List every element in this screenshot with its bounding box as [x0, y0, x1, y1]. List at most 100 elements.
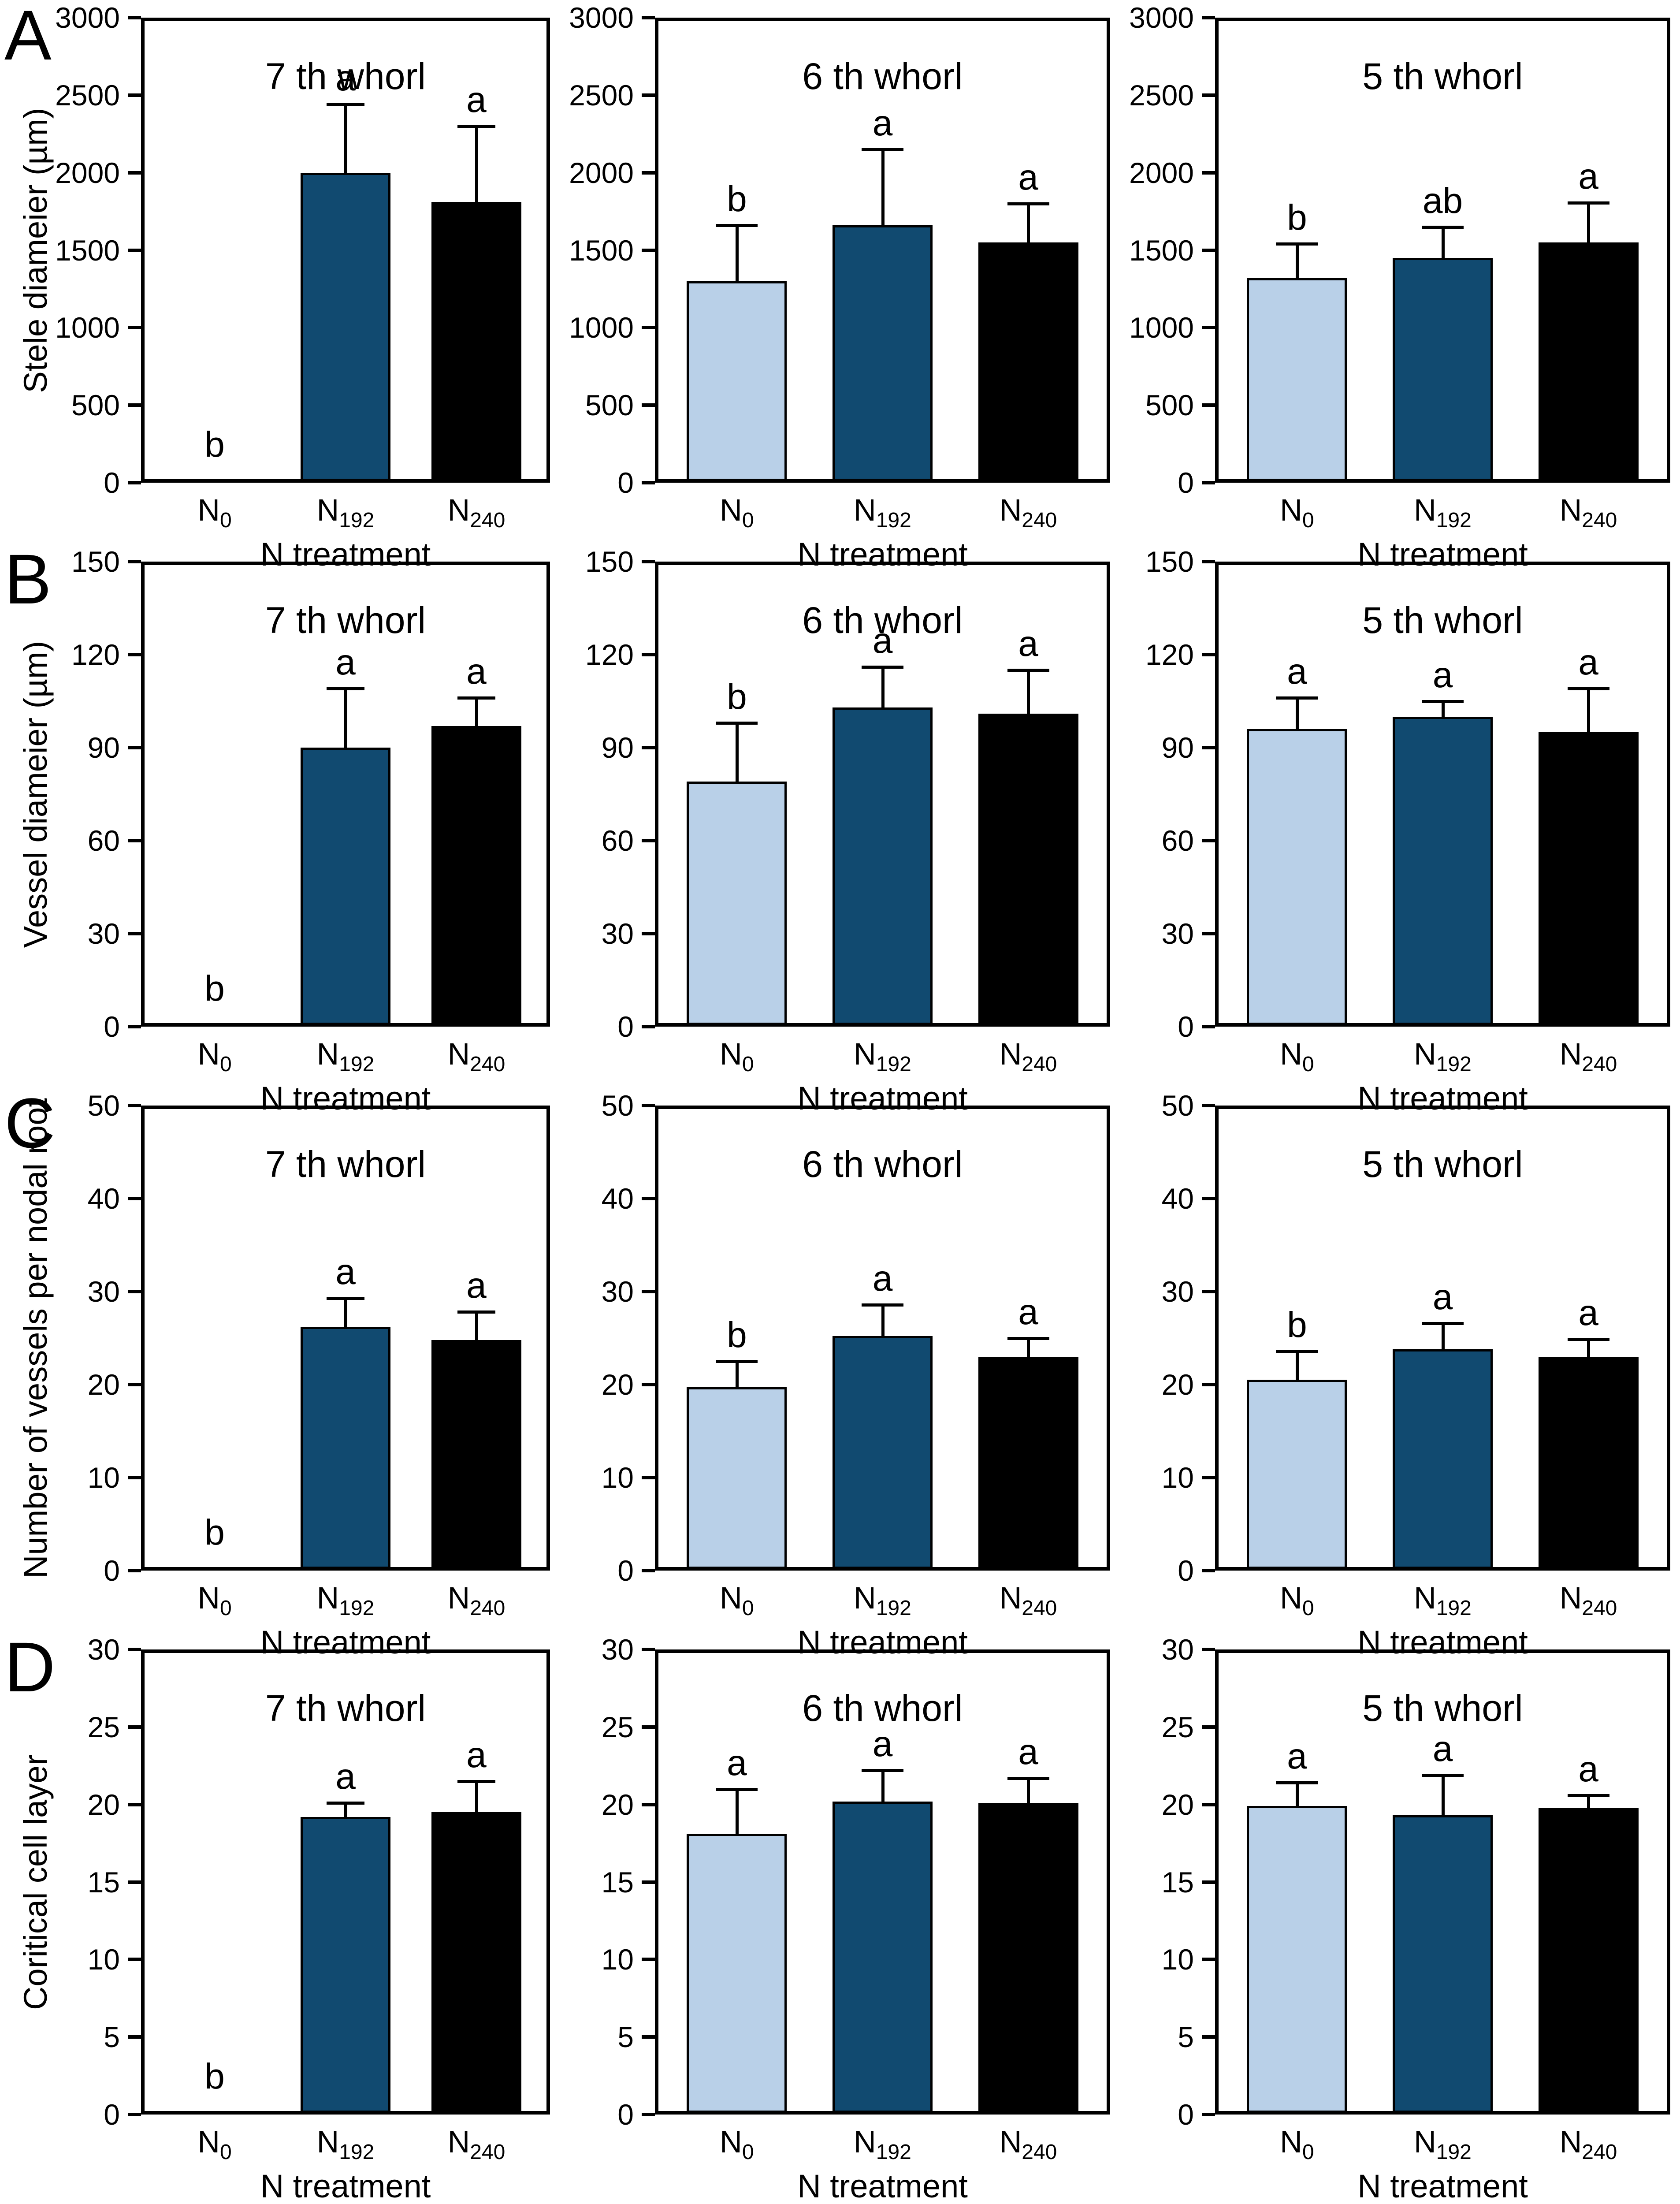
sig-letter: a	[1432, 1277, 1453, 1317]
y-tick-label: 20	[601, 1788, 634, 1821]
y-tick	[1202, 2035, 1215, 2039]
error-bar-cap	[1422, 1773, 1464, 1777]
y-tick-label: 500	[585, 389, 634, 422]
y-tick-label: 40	[601, 1182, 634, 1215]
x-tick-label-N0: N0	[197, 1581, 232, 1620]
error-bar-cap	[862, 1303, 903, 1307]
error-bar	[1027, 1778, 1030, 1803]
x-tick-label-N192: N192	[1414, 493, 1472, 532]
y-tick-label: 120	[1145, 638, 1194, 671]
panel-title: 7 th whorl	[265, 1143, 426, 1185]
error-bar	[475, 698, 478, 726]
panel-D-6thwhorl: 0 5 10 15 20 25 30 6 th whorl a N0 a N192 a N240 N tre…	[560, 1632, 1120, 2204]
error-bar-cap	[1567, 1337, 1609, 1341]
panel-title: 7 th whorl	[265, 599, 426, 641]
sig-letter: a	[335, 58, 356, 98]
y-tick	[128, 248, 141, 252]
x-tick-label-N192: N192	[854, 1037, 911, 1076]
y-tick-label: 20	[601, 1368, 634, 1401]
sig-letter: a	[466, 1735, 487, 1775]
panel-letter-B: B	[4, 540, 52, 618]
y-tick-label: 5	[617, 2021, 634, 2054]
y-tick	[128, 560, 141, 563]
x-tick-label-N240: N240	[1559, 2125, 1617, 2164]
y-tick-label: 1000	[569, 311, 634, 344]
y-tick	[642, 1383, 655, 1386]
panel-title: 6 th whorl	[802, 599, 963, 641]
bar-N240	[431, 726, 521, 1025]
x-axis-title: N treatment	[1357, 536, 1528, 573]
sig-letter: a	[872, 1258, 893, 1299]
x-tick-label-N192: N192	[316, 493, 375, 532]
x-axis-title: N treatment	[260, 536, 431, 573]
error-bar	[1587, 689, 1591, 732]
x-tick-label-N240: N240	[447, 1037, 505, 1076]
y-tick	[128, 1025, 141, 1028]
y-tick	[1202, 1290, 1215, 1293]
plot-frame	[655, 562, 1110, 1027]
panel-letter-A: A	[4, 0, 52, 74]
x-tick-label-N0: N0	[197, 2125, 232, 2164]
bar-N192	[1393, 258, 1493, 481]
y-tick	[128, 93, 141, 97]
bar-N240	[978, 242, 1078, 481]
error-bar-cap	[1567, 201, 1609, 205]
sig-letter: a	[1578, 1749, 1598, 1789]
y-tick	[1202, 746, 1215, 749]
bar-N0	[1247, 729, 1347, 1025]
bar-N240	[1538, 732, 1639, 1025]
y-tick-label: 30	[601, 1275, 634, 1308]
bar-N192	[301, 172, 390, 481]
y-tick-label: 500	[71, 389, 120, 422]
panel-A-6thwhorl: 0 500 1000 1500 2000 2500 3000 6 th whorl b N0 a N1…	[560, 0, 1120, 573]
error-bar	[1441, 1323, 1445, 1349]
panel-D-5thwhorl: 0 5 10 15 20 25 30 5 th whorl a N0 a N192 a N240 N tre…	[1120, 1632, 1680, 2204]
error-bar-cap	[862, 1769, 903, 1772]
y-tick	[128, 1648, 141, 1651]
y-tick	[128, 1476, 141, 1479]
bar-N240	[978, 1803, 1078, 2113]
error-bar-cap	[327, 103, 364, 106]
y-tick	[1202, 248, 1215, 252]
y-tick	[1202, 16, 1215, 19]
y-tick-label: 2500	[1129, 78, 1194, 112]
y-tick	[642, 171, 655, 175]
error-bar-cap	[1007, 669, 1049, 672]
y-tick	[642, 746, 655, 749]
sig-letter: b	[727, 179, 747, 220]
error-bar	[735, 225, 739, 281]
y-tick	[1202, 839, 1215, 842]
error-bar	[1441, 701, 1445, 717]
x-axis-title: N treatment	[260, 1080, 431, 1117]
y-tick-label: 30	[87, 1633, 120, 1666]
y-tick	[1202, 653, 1215, 656]
y-tick	[642, 839, 655, 842]
y-tick-label: 15	[87, 1865, 120, 1899]
y-tick-label: 60	[87, 824, 120, 857]
error-bar	[735, 1361, 739, 1388]
plot-frame	[1215, 562, 1670, 1027]
y-tick-label: 10	[601, 1943, 634, 1976]
y-tick	[1202, 2113, 1215, 2116]
error-bar	[475, 126, 478, 202]
sig-letter: a	[466, 80, 487, 120]
y-tick-label: 10	[1161, 1461, 1194, 1494]
y-tick-label: 0	[104, 2098, 120, 2131]
panel-B-6thwhorl: 0 30 60 90 120 150 6 th whorl b N0 a N192 a N240 N tr…	[560, 544, 1120, 1117]
panel-title: 5 th whorl	[1362, 1143, 1523, 1185]
plot-frame	[1215, 18, 1670, 483]
error-bar-cap	[1422, 1322, 1464, 1325]
error-bar-cap	[862, 666, 903, 669]
y-tick-label: 30	[1161, 1633, 1194, 1666]
y-tick	[128, 2113, 141, 2116]
y-tick-label: 120	[585, 638, 634, 671]
error-bar-cap	[457, 1780, 495, 1783]
y-tick	[642, 932, 655, 935]
sig-letter: a	[872, 103, 893, 143]
y-tick	[642, 248, 655, 252]
bar-N0	[1247, 1380, 1347, 1569]
bar-N192	[833, 707, 933, 1025]
y-tick-label: 5	[104, 2021, 120, 2054]
y-tick-label: 2500	[569, 78, 634, 112]
